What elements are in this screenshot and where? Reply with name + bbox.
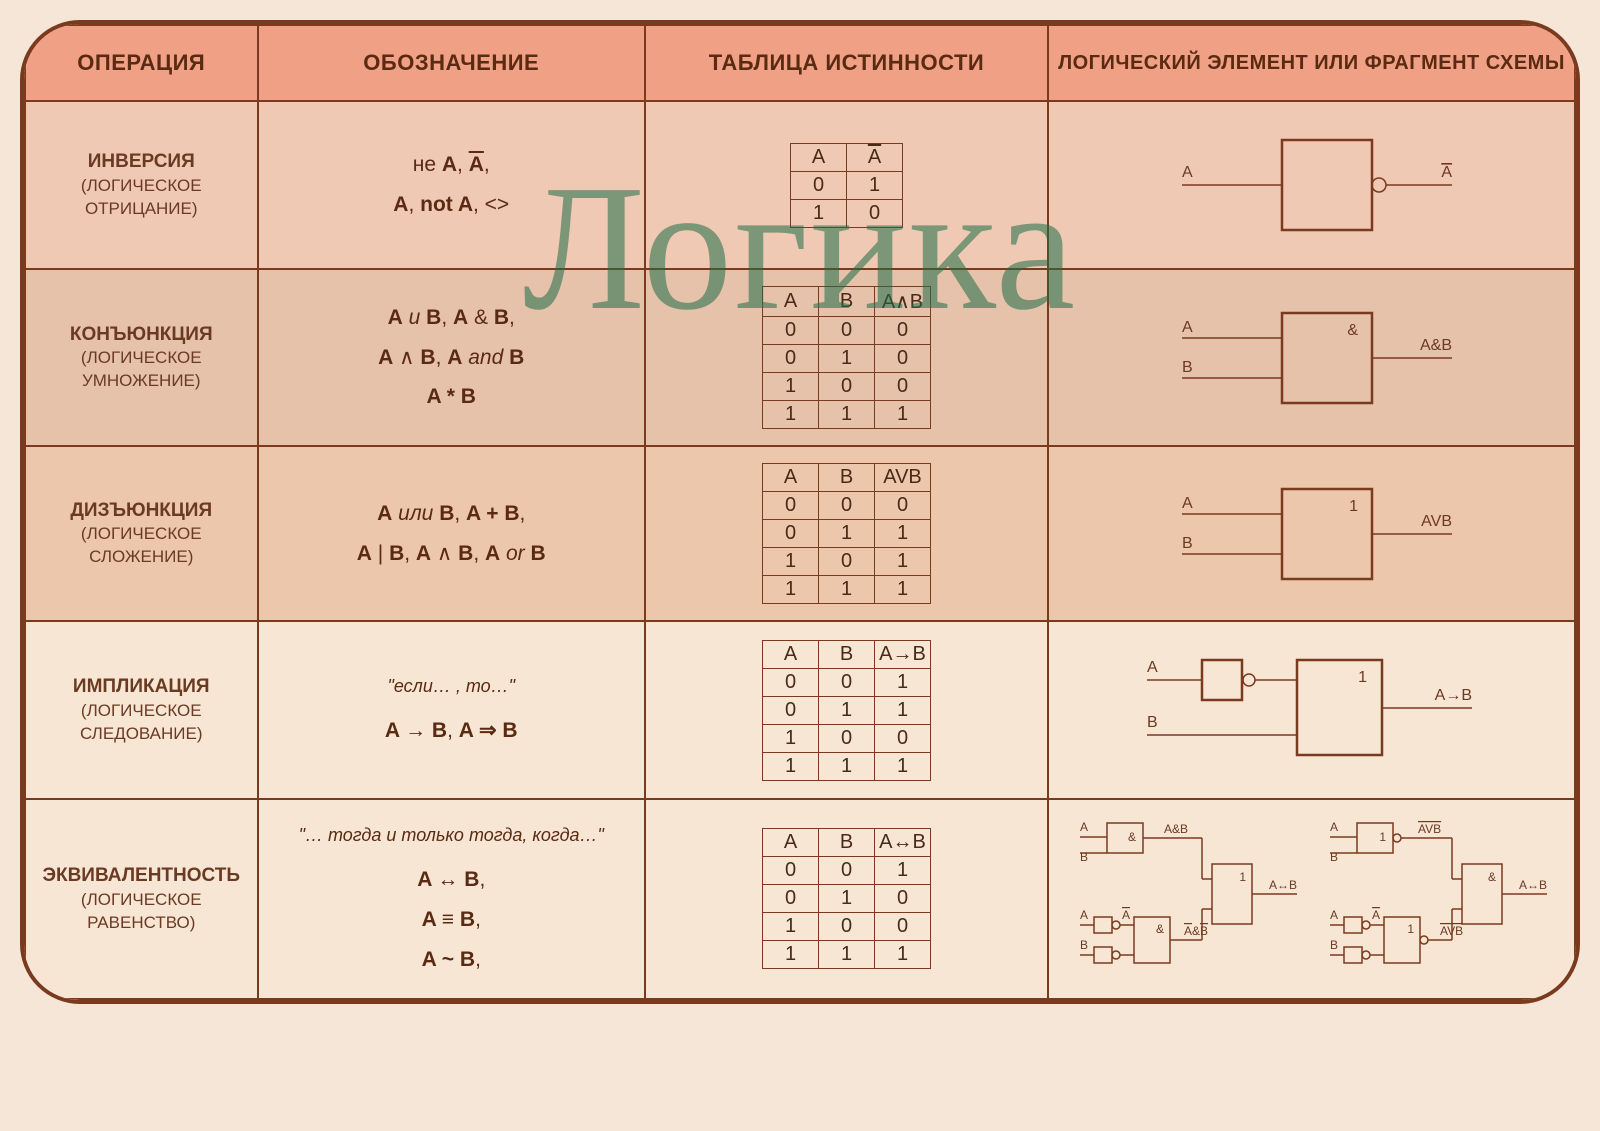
svg-text:A: A (1147, 659, 1158, 676)
svg-text:A&B: A&B (1419, 337, 1451, 354)
truth-table: ABAVB000011101111 (762, 463, 931, 604)
truth-table-cell: AA0110 (645, 101, 1048, 269)
gate-diagram: 1 A B AVB (1048, 446, 1575, 621)
svg-text:&: & (1487, 870, 1495, 884)
gate-diagram: AA (1048, 101, 1575, 269)
operation-name: КОНЪЮНКЦИЯ(ЛОГИЧЕСКОЕ УМНОЖЕНИЕ) (25, 269, 258, 446)
denotation: A или B, A + B,A | B, A ∧ B, A or B (258, 446, 646, 621)
svg-text:A↔B: A↔B (1268, 878, 1296, 892)
truth-table: ABA∧B000010100111 (762, 286, 931, 429)
svg-text:A→B: A→B (1434, 687, 1471, 704)
svg-text:A: A (1182, 164, 1193, 181)
row-inversion: ИНВЕРСИЯ(ЛОГИЧЕСКОЕ ОТРИЦАНИЕ)не A, A,A,… (25, 101, 1575, 269)
svg-text:B: B (1080, 850, 1088, 864)
svg-text:1: 1 (1349, 498, 1358, 515)
operation-name: ЭКВИВАЛЕНТНОСТЬ(ЛОГИЧЕСКОЕ РАВЕНСТВО) (25, 799, 258, 999)
row-implication: ИМПЛИКАЦИЯ(ЛОГИЧЕСКОЕ СЛЕДОВАНИЕ)"если… … (25, 621, 1575, 799)
header-operation: ОПЕРАЦИЯ (25, 25, 258, 101)
svg-text:B: B (1147, 714, 1158, 731)
gate-diagram: & A B A&B (1048, 269, 1575, 446)
svg-text:A: A (1080, 820, 1088, 834)
svg-text:B: B (1182, 359, 1193, 376)
row-equivalence: ЭКВИВАЛЕНТНОСТЬ(ЛОГИЧЕСКОЕ РАВЕНСТВО)"… … (25, 799, 1575, 999)
denotation: A и B, A & B,A ∧ B, A and BA * B (258, 269, 646, 446)
truth-table: ABA↔B001010100111 (762, 828, 931, 969)
svg-text:1: 1 (1407, 922, 1414, 936)
svg-text:A: A (1182, 319, 1193, 336)
row-conjunction: КОНЪЮНКЦИЯ(ЛОГИЧЕСКОЕ УМНОЖЕНИЕ)A и B, A… (25, 269, 1575, 446)
svg-text:&: & (1127, 830, 1135, 844)
svg-text:1: 1 (1379, 830, 1386, 844)
denotation: "если… , то…"A → B, A ⇒ B (258, 621, 646, 799)
denotation: не A, A,A, not A, <> (258, 101, 646, 269)
svg-text:B: B (1182, 535, 1193, 552)
svg-text:&: & (1155, 922, 1163, 936)
denotation: "… тогда и только тогда, когда…"A ↔ B,A … (258, 799, 646, 999)
svg-text:A↔B: A↔B (1518, 878, 1546, 892)
row-disjunction: ДИЗЪЮНКЦИЯ(ЛОГИЧЕСКОЕ СЛОЖЕНИЕ)A или B, … (25, 446, 1575, 621)
svg-text:A&B: A&B (1164, 822, 1188, 836)
svg-text:&: & (1347, 322, 1358, 339)
gate-diagram: A & B A&B A A B & A&B 1 A↔B A 1 AVB B A … (1048, 799, 1575, 999)
svg-text:B: B (1080, 938, 1088, 952)
truth-table-cell: ABA→B001011100111 (645, 621, 1048, 799)
truth-table-cell: ABA∧B000010100111 (645, 269, 1048, 446)
operation-name: ДИЗЪЮНКЦИЯ(ЛОГИЧЕСКОЕ СЛОЖЕНИЕ) (25, 446, 258, 621)
svg-text:AVB: AVB (1421, 513, 1452, 530)
operation-name: ИМПЛИКАЦИЯ(ЛОГИЧЕСКОЕ СЛЕДОВАНИЕ) (25, 621, 258, 799)
svg-text:1: 1 (1239, 870, 1246, 884)
svg-text:1: 1 (1358, 669, 1367, 686)
svg-text:A: A (1330, 820, 1338, 834)
logic-operations-poster: Логика ОПЕРАЦИЯ ОБОЗНАЧЕНИЕ ТАБЛИЦА ИСТИ… (20, 20, 1580, 1004)
header-row: ОПЕРАЦИЯ ОБОЗНАЧЕНИЕ ТАБЛИЦА ИСТИННОСТИ … (25, 25, 1575, 101)
gate-diagram: A 1 B A→B (1048, 621, 1575, 799)
truth-table: ABA→B001011100111 (762, 640, 931, 781)
header-denotation: ОБОЗНАЧЕНИЕ (258, 25, 646, 101)
logic-table: ОПЕРАЦИЯ ОБОЗНАЧЕНИЕ ТАБЛИЦА ИСТИННОСТИ … (24, 24, 1576, 1000)
svg-text:A: A (1182, 495, 1193, 512)
svg-text:AVB: AVB (1418, 822, 1441, 836)
truth-table: AA0110 (790, 143, 903, 228)
svg-text:A: A (1372, 908, 1380, 922)
header-truth-table: ТАБЛИЦА ИСТИННОСТИ (645, 25, 1048, 101)
svg-text:A: A (1330, 908, 1338, 922)
svg-text:A: A (1080, 908, 1088, 922)
truth-table-cell: ABA↔B001010100111 (645, 799, 1048, 999)
svg-text:A&B: A&B (1184, 924, 1208, 938)
svg-text:A: A (1122, 908, 1130, 922)
operation-name: ИНВЕРСИЯ(ЛОГИЧЕСКОЕ ОТРИЦАНИЕ) (25, 101, 258, 269)
header-gate: ЛОГИЧЕСКИЙ ЭЛЕМЕНТ ИЛИ ФРАГМЕНТ СХЕМЫ (1048, 25, 1575, 101)
svg-text:B: B (1330, 938, 1338, 952)
truth-table-cell: ABAVB000011101111 (645, 446, 1048, 621)
svg-text:A: A (1441, 164, 1452, 181)
svg-text:B: B (1330, 850, 1338, 864)
